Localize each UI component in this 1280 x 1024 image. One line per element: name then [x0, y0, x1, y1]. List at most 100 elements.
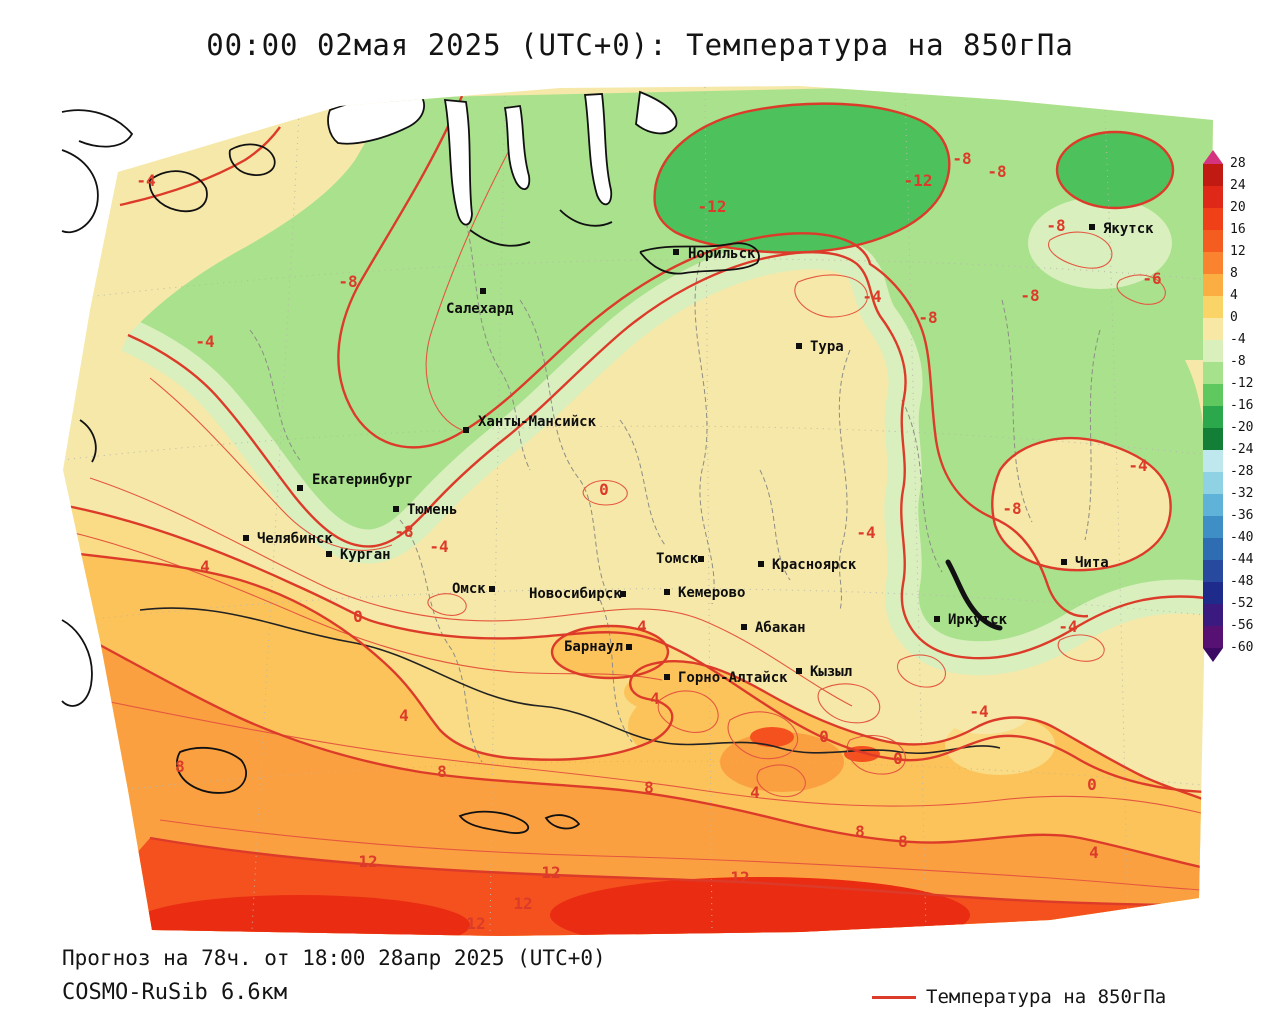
city-label: Курган [340, 547, 391, 563]
colorbar-band [1203, 450, 1223, 472]
city-label: Чита [1075, 555, 1109, 571]
contour-value-label: -4 [136, 171, 155, 190]
contour-value-label: 0 [893, 749, 903, 768]
city-marker [664, 674, 670, 680]
city-marker [243, 535, 249, 541]
contour-value-label: -4 [862, 287, 881, 306]
colorbar-value: 8 [1230, 266, 1238, 281]
colorbar-band [1203, 516, 1223, 538]
altai-hot-spot [750, 727, 794, 747]
city-label: Тюмень [407, 502, 458, 518]
contour-value-label: 0 [353, 607, 363, 626]
colorbar-value: -60 [1230, 640, 1254, 655]
contour-value-label: 12 [730, 868, 749, 887]
contour-value-label: -8 [918, 308, 937, 327]
contour-value-label: 4 [637, 617, 647, 636]
contour-value-label: 0 [599, 480, 609, 499]
city-marker [463, 427, 469, 433]
colorbar-band [1203, 208, 1223, 230]
forecast-info: Прогноз на 78ч. от 18:00 28апр 2025 (UTC… [62, 946, 606, 970]
national-border [139, 607, 1001, 754]
colorbar-under-arrow [1203, 648, 1223, 662]
contour-value-label: -8 [952, 149, 971, 168]
colorbar-band [1203, 384, 1223, 406]
contour-value-label: 8 [437, 762, 447, 781]
city-marker [796, 668, 802, 674]
city-label: Норильск [688, 246, 756, 262]
map-legend: Температура на 850гПа [872, 986, 1166, 1008]
colorbar-band [1203, 252, 1223, 274]
contour-value-label: 8 [644, 778, 654, 797]
contour-value-label: 4 [399, 706, 409, 725]
city-label: Омск [452, 581, 486, 597]
colorbar-value: 4 [1230, 288, 1238, 303]
city-marker [297, 485, 303, 491]
colorbar-band [1203, 494, 1223, 516]
contour-value-label: -4 [429, 537, 448, 556]
cold-core-region-east [1057, 132, 1173, 208]
colorbar-value: -24 [1230, 442, 1254, 457]
colorbar-value: 16 [1230, 222, 1246, 237]
city-marker [480, 288, 486, 294]
colorbar-value: -4 [1230, 332, 1246, 347]
contour-value-label: 4 [1089, 843, 1099, 862]
cold-core-region [654, 103, 950, 253]
map-title: 00:00 02мая 2025 (UTC+0): Температура на… [206, 28, 1074, 62]
contour-value-label: 12 [466, 914, 485, 933]
main-isotherms [63, 95, 1213, 907]
contour-value-label: -12 [904, 171, 933, 190]
city-marker [626, 644, 632, 650]
chita-warm-pocket [992, 438, 1171, 571]
city-marker [489, 586, 495, 592]
altai-warm-patch-2 [624, 672, 704, 712]
city-label: Тура [810, 339, 844, 355]
colorbar-value: 28 [1230, 156, 1246, 171]
colorbar-band [1203, 560, 1223, 582]
colorbar-band [1203, 604, 1223, 626]
east-cool-pocket-2 [940, 690, 1030, 734]
city-label: Томск [656, 551, 699, 567]
colorbar-value: -52 [1230, 596, 1254, 611]
contour-value-label: 8 [855, 822, 865, 841]
contour-value-label: -8 [1020, 286, 1039, 305]
contour-value-label: -8 [1046, 216, 1065, 235]
city-marker [620, 591, 626, 597]
colorbar-value: -12 [1230, 376, 1254, 391]
city-marker [698, 556, 704, 562]
city-label: Ханты-Мансийск [478, 414, 597, 430]
city-label: Абакан [755, 620, 806, 636]
contour-value-label: 8 [898, 832, 908, 851]
city-label: Красноярск [772, 557, 857, 573]
city-marker [796, 343, 802, 349]
colorbar-value: -48 [1230, 574, 1254, 589]
contour-value-label: 4 [750, 783, 760, 802]
city-label: Кызыл [810, 664, 852, 680]
colorbar-band [1203, 186, 1223, 208]
city-label: Екатеринбург [312, 472, 413, 488]
contour-value-label: -6 [1142, 269, 1161, 288]
colorbar-band [1203, 362, 1223, 384]
contour-value-label: -8 [394, 522, 413, 541]
city-label: Горно-Алтайск [678, 670, 788, 686]
city-label: Салехард [446, 301, 514, 317]
colorbar-value: 20 [1230, 200, 1246, 215]
temperature-colorbar: 28 24 20 16 12 8 4 0 -4 -8 -12 -16 -20 -24 -28 -32 -36 -4… [1203, 150, 1273, 662]
northwest-cream-corner [90, 98, 390, 335]
contour-value-label: 4 [200, 557, 210, 576]
colorbar-value: -20 [1230, 420, 1254, 435]
coastlines [148, 143, 760, 834]
contour-value-label: -8 [338, 272, 357, 291]
contour-value-label: 8 [175, 757, 185, 776]
city-marker [1089, 224, 1095, 230]
contour-value-label: -8 [987, 162, 1006, 181]
city-marker [326, 551, 332, 557]
arctic-gulfs [327, 90, 678, 226]
city-label: Кемерово [678, 585, 745, 601]
colorbar-band [1203, 626, 1223, 648]
colorbar-band [1203, 428, 1223, 450]
contour-value-label: -12 [698, 197, 727, 216]
contour-value-label: 0 [819, 727, 829, 746]
city-marker [664, 589, 670, 595]
contour-labels-layer: -4 -8 -12 -12 -8 -8 -8 -6 -4 -8 -8 -4 0 -8 -4 -4 -8 -4 4 0 4… [136, 149, 1161, 933]
